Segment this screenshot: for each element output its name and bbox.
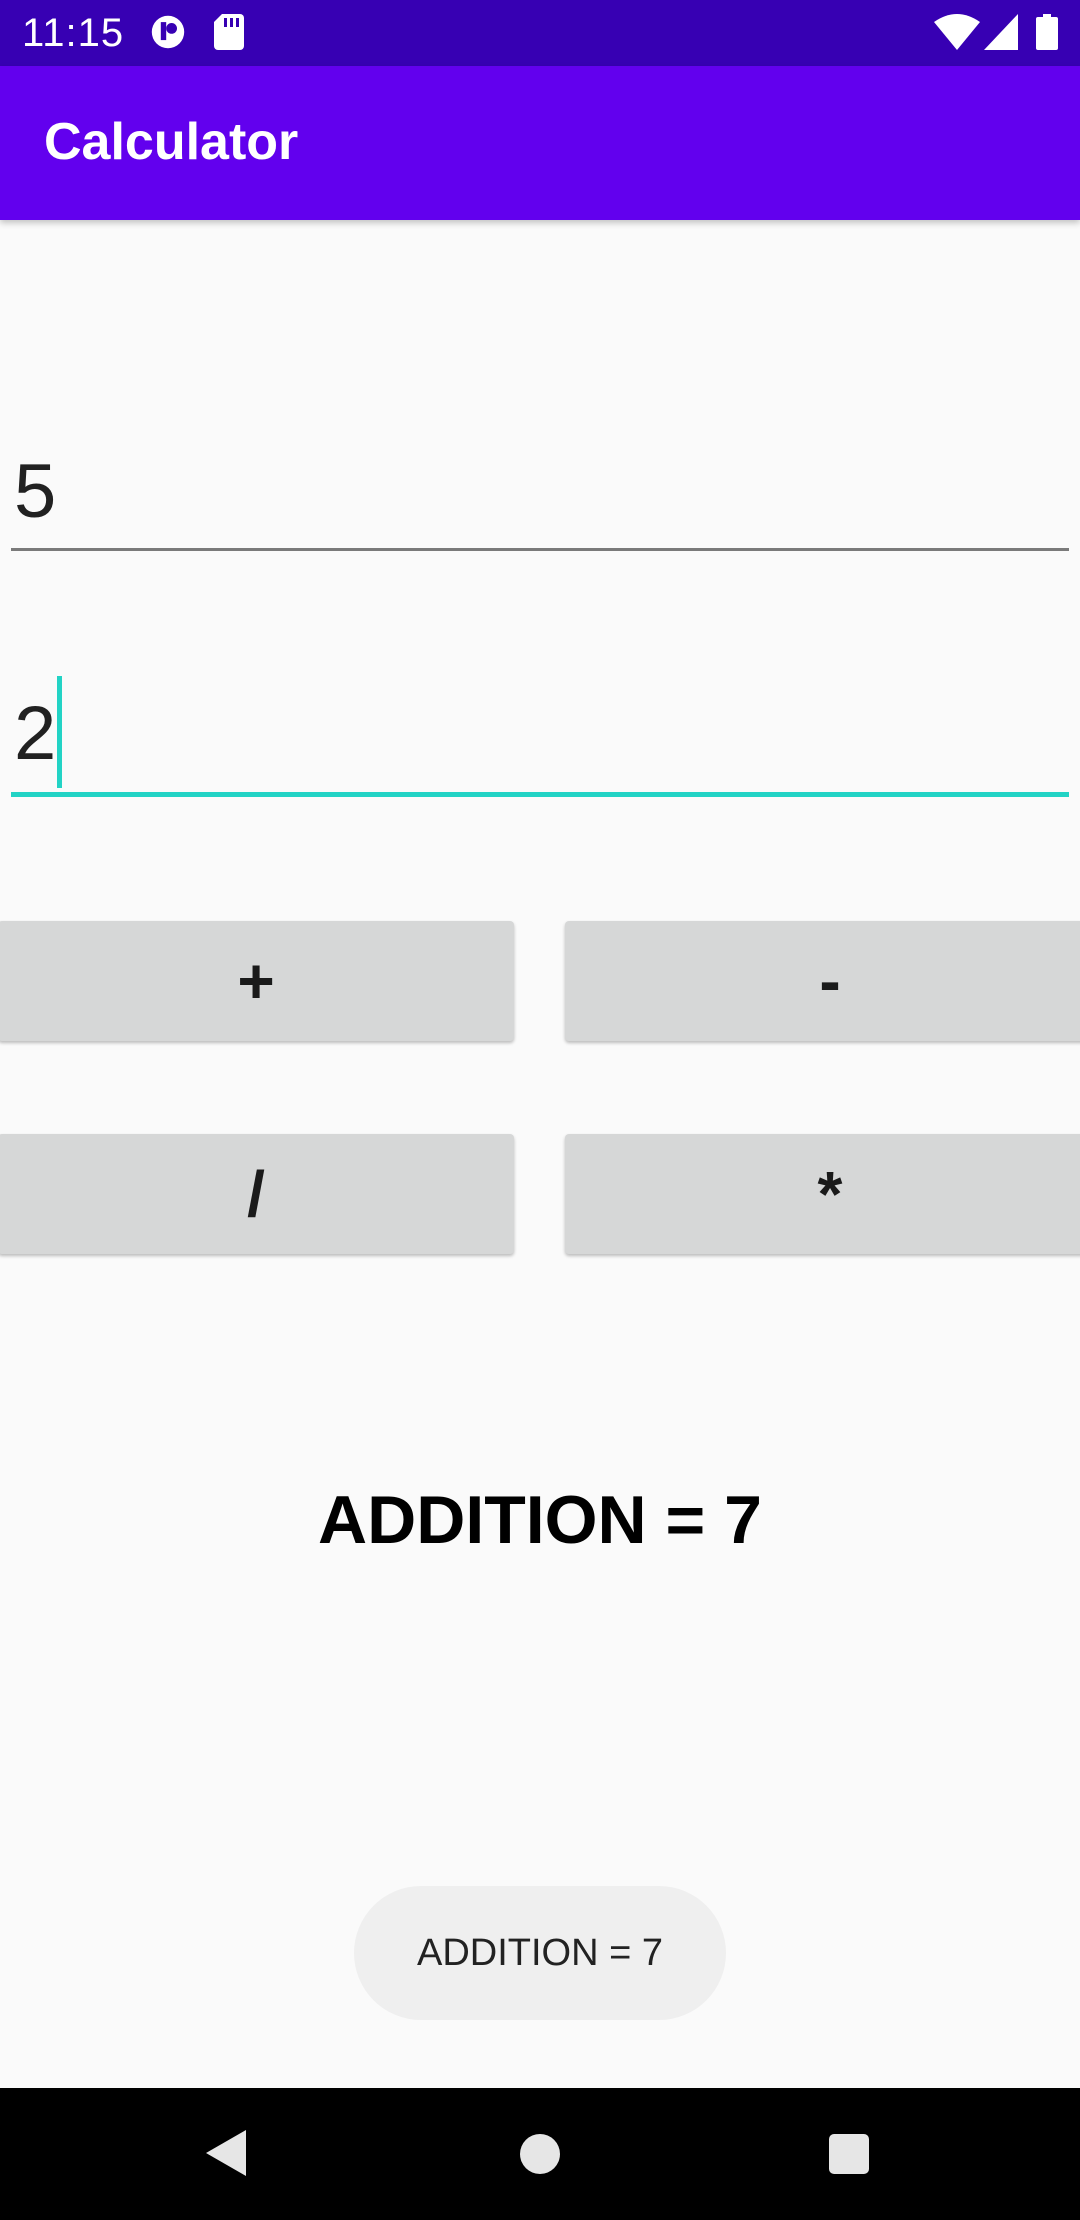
second-number-underline bbox=[11, 792, 1069, 797]
first-number-input[interactable]: 5 bbox=[11, 430, 1069, 552]
wifi-icon bbox=[934, 14, 980, 50]
toast-message: ADDITION = 7 bbox=[354, 1886, 726, 2020]
status-time: 11:15 bbox=[22, 11, 125, 55]
back-icon[interactable] bbox=[206, 2130, 246, 2176]
second-number-value: 2 bbox=[14, 691, 57, 776]
recents-icon[interactable] bbox=[829, 2134, 869, 2174]
sd-card-icon bbox=[214, 14, 244, 50]
add-button[interactable]: + bbox=[0, 921, 514, 1041]
first-number-value: 5 bbox=[14, 449, 57, 534]
battery-icon bbox=[1036, 14, 1058, 50]
status-bar: 11:15 bbox=[0, 0, 1080, 66]
result-text: ADDITION = 7 bbox=[318, 1482, 762, 1558]
divide-button[interactable]: / bbox=[0, 1134, 514, 1254]
subtract-button[interactable]: - bbox=[565, 921, 1080, 1041]
home-icon[interactable] bbox=[520, 2134, 560, 2174]
cellular-signal-icon bbox=[984, 14, 1018, 50]
first-number-underline bbox=[11, 548, 1069, 551]
app-title: Calculator bbox=[44, 113, 299, 171]
text-cursor bbox=[57, 676, 62, 788]
navigation-bar bbox=[0, 2088, 1080, 2220]
app-bar: Calculator bbox=[0, 66, 1080, 220]
second-number-input[interactable]: 2 bbox=[11, 670, 1069, 800]
multiply-button[interactable]: * bbox=[565, 1134, 1080, 1254]
notification-app-icon bbox=[151, 15, 185, 49]
